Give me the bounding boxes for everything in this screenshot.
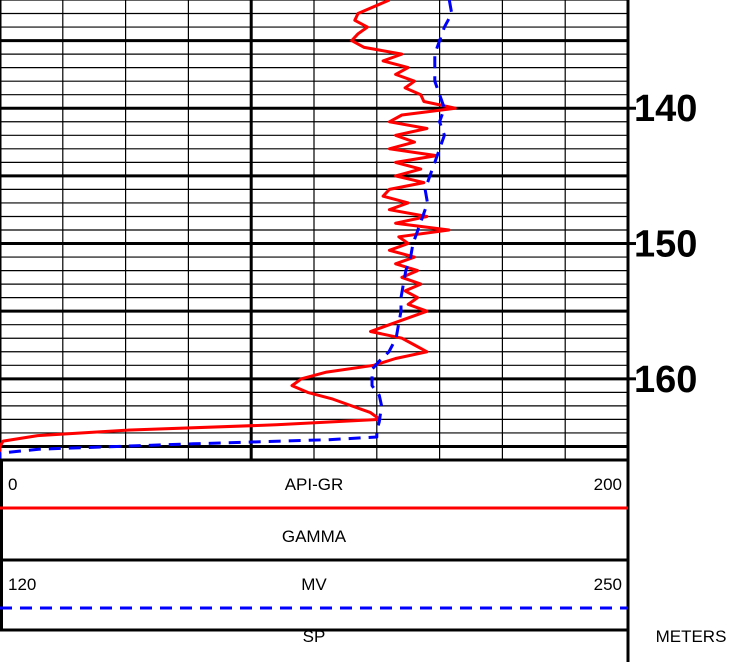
sp-unit-label: MV [301,575,327,594]
sp-curve [0,0,454,460]
log-curves [0,0,457,460]
sp-curve-name: SP [303,627,326,646]
gamma-scale-min: 0 [8,475,17,494]
depth-unit-label: METERS [656,627,727,646]
gamma-curve-name: GAMMA [282,527,347,546]
gamma-scale-max: 200 [594,475,622,494]
gamma-unit-label: API-GR [285,475,344,494]
depth-label-160: 160 [634,359,697,401]
sp-scale-max: 250 [594,575,622,594]
log-grid [0,0,636,461]
depth-label-140: 140 [634,88,697,130]
curve-header: 0 API-GR 200 GAMMA 120 MV 250 SP METERS [0,0,726,662]
gamma-curve [0,0,457,460]
depth-label-150: 150 [634,224,697,266]
depth-track: 140 150 160 [634,88,697,401]
sp-scale-min: 120 [8,575,36,594]
